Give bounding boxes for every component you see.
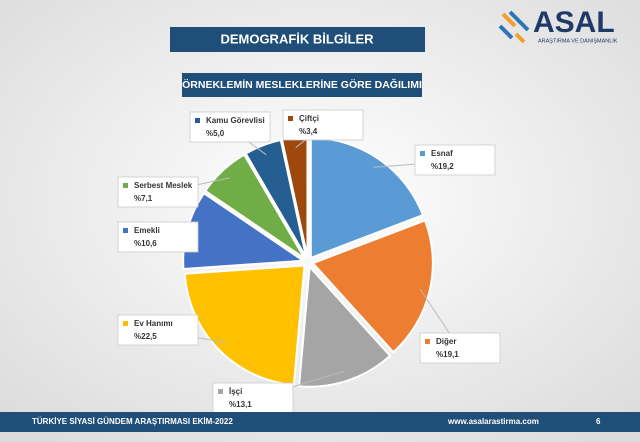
legend-marker — [195, 118, 200, 123]
label-box — [117, 176, 199, 208]
category-label: Esnaf — [431, 149, 453, 158]
header-title: DEMOGRAFİK BİLGİLER — [220, 31, 374, 46]
label-box — [189, 111, 271, 143]
label-box — [414, 144, 496, 176]
logo-subtitle: ARAŞTIRMA VE DANIŞMANLIK — [538, 38, 618, 44]
logo-icon — [498, 24, 514, 40]
logo-name: ASAL — [533, 6, 615, 39]
label-box — [282, 109, 364, 141]
label-box — [117, 221, 199, 253]
logo: ASAL ARAŞTIRMA VE DANIŞMANLIK — [498, 6, 618, 44]
value-label: %3,4 — [299, 127, 318, 136]
legend-marker — [123, 321, 128, 326]
chart-title: ÖRNEKLEMİN MESLEKLERİNE GÖRE DAĞILIMI — [182, 78, 422, 91]
label-box — [419, 332, 501, 364]
value-label: %7,1 — [134, 194, 153, 203]
pie-slice — [244, 138, 308, 258]
value-label: %22,5 — [134, 332, 157, 341]
footer-url: www.asalarastirma.com — [447, 417, 539, 426]
value-label: %19,1 — [436, 350, 459, 359]
category-label: Ev Hanımı — [134, 319, 173, 328]
category-label: Kamu Görevlisi — [206, 116, 265, 125]
legend-marker — [425, 339, 430, 344]
legend-marker — [218, 389, 223, 394]
logo-icon — [508, 10, 530, 32]
label-box — [117, 314, 199, 346]
logo-icon — [514, 32, 526, 44]
pie-slice — [311, 219, 434, 354]
pie-slice — [203, 153, 306, 260]
category-label: Emekli — [134, 226, 160, 235]
legend-marker — [288, 116, 293, 121]
value-label: %13,1 — [229, 400, 252, 409]
header-box — [170, 27, 425, 52]
page-number: 6 — [596, 417, 601, 426]
logo-icon — [501, 12, 517, 28]
footer-bar — [0, 412, 640, 432]
category-label: Diğer — [436, 337, 456, 346]
pie-slice — [297, 264, 392, 388]
value-label: %10,6 — [134, 239, 157, 248]
legend-marker — [123, 228, 128, 233]
label-box — [212, 382, 294, 414]
footer-left: TÜRKİYE SİYASİ GÜNDEM ARAŞTIRMASI EKİM-2… — [32, 417, 233, 426]
category-label: Serbest Meslek — [134, 181, 193, 190]
legend-marker — [420, 151, 425, 156]
labels: Esnaf %19,2 Diğer %19,1 İşçi %13,1 Ev Hanımı %2… — [117, 109, 501, 414]
category-label: İşçi — [229, 387, 242, 396]
value-label: %5,0 — [206, 129, 225, 138]
value-label: %19,2 — [431, 162, 454, 171]
category-label: Çiftçi — [299, 114, 319, 123]
legend-marker — [123, 183, 128, 188]
pie — [182, 136, 434, 388]
pie-slice — [183, 264, 306, 387]
chart-title-box — [182, 73, 422, 97]
